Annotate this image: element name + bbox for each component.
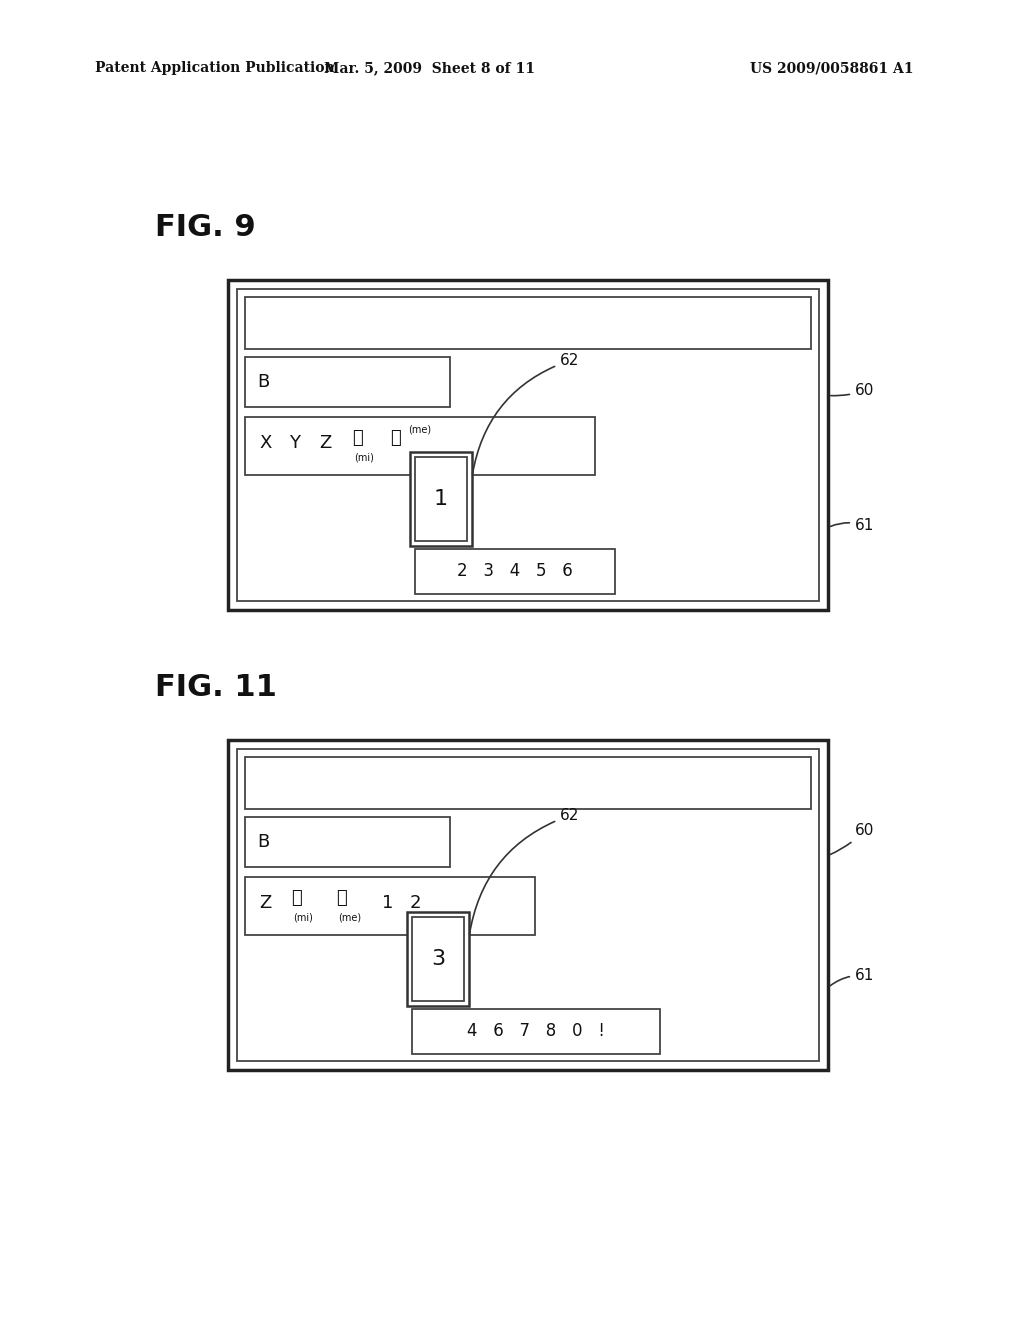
- Text: FIG. 9: FIG. 9: [155, 214, 256, 243]
- Bar: [415, 549, 615, 594]
- Text: 62: 62: [469, 808, 580, 935]
- Text: 61: 61: [830, 517, 874, 533]
- Text: 1: 1: [434, 488, 449, 510]
- Bar: [228, 741, 828, 1071]
- Bar: [412, 917, 464, 1001]
- Text: 2   3   4   5   6: 2 3 4 5 6: [457, 562, 572, 581]
- Text: 62: 62: [472, 352, 580, 474]
- Text: 60: 60: [830, 383, 874, 399]
- Text: め: め: [390, 429, 400, 447]
- Bar: [245, 417, 595, 475]
- Text: 4   6   7   8   0   !: 4 6 7 8 0 !: [467, 1023, 605, 1040]
- Text: FIG. 11: FIG. 11: [155, 673, 276, 702]
- Text: み: み: [352, 429, 362, 447]
- Text: Z: Z: [259, 894, 271, 912]
- Text: (mi): (mi): [354, 451, 374, 462]
- Text: (mi): (mi): [293, 912, 313, 921]
- Bar: [245, 876, 535, 935]
- Bar: [410, 451, 472, 546]
- Text: Patent Application Publication: Patent Application Publication: [95, 61, 335, 75]
- Text: 60: 60: [830, 822, 874, 854]
- Bar: [407, 912, 469, 1006]
- Bar: [245, 356, 450, 407]
- Text: 3: 3: [431, 949, 445, 969]
- Text: (me): (me): [408, 425, 431, 436]
- Text: め: め: [336, 888, 347, 907]
- Text: 1: 1: [382, 894, 393, 912]
- Text: 2: 2: [410, 894, 422, 912]
- Bar: [412, 1008, 660, 1053]
- Bar: [228, 280, 828, 610]
- Text: X: X: [259, 434, 271, 451]
- Text: US 2009/0058861 A1: US 2009/0058861 A1: [750, 61, 913, 75]
- Text: 61: 61: [830, 968, 874, 986]
- Bar: [415, 457, 467, 541]
- Bar: [245, 756, 811, 809]
- Text: Z: Z: [319, 434, 331, 451]
- Text: B: B: [257, 833, 269, 851]
- Bar: [237, 289, 819, 601]
- Text: み: み: [291, 888, 302, 907]
- Text: Y: Y: [289, 434, 300, 451]
- Bar: [245, 817, 450, 867]
- Bar: [245, 297, 811, 348]
- Bar: [237, 748, 819, 1061]
- Text: (me): (me): [338, 912, 361, 921]
- Text: Mar. 5, 2009  Sheet 8 of 11: Mar. 5, 2009 Sheet 8 of 11: [325, 61, 536, 75]
- Text: B: B: [257, 374, 269, 391]
